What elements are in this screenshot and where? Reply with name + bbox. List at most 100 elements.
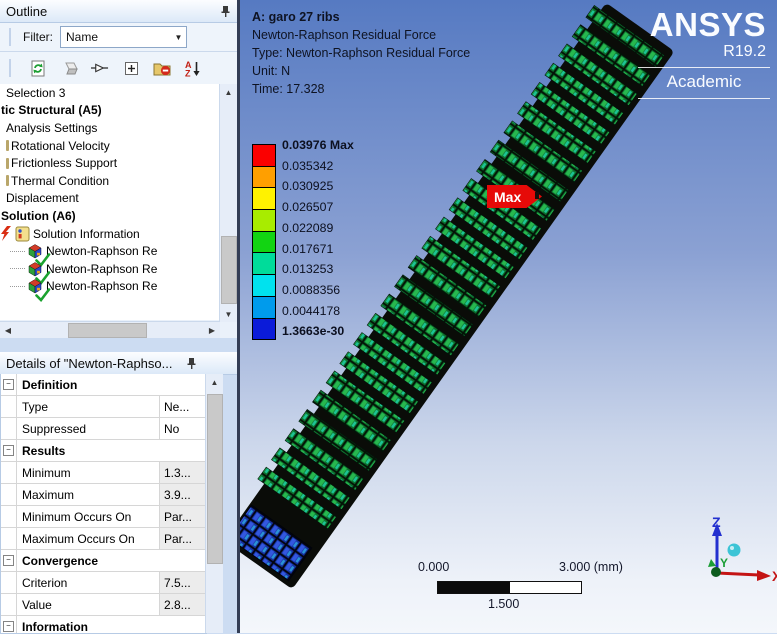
details-group-label: Results [17,440,206,461]
filter-value: Name [66,30,99,44]
legend-band [252,295,276,319]
details-property-value: 7.5... [160,572,206,593]
details-property-value: Par... [160,528,206,549]
details-gutter: − [1,440,17,461]
chevron-down-icon[interactable]: ▼ [174,32,183,42]
graphics-viewport[interactable]: 0.03976 Max 0.035342 0.030925 0.026507 0.022… [237,0,777,633]
collapse-icon[interactable]: − [3,445,14,456]
svg-text:Z: Z [185,68,191,77]
legend-band [252,230,276,254]
scrollbar-thumb[interactable] [207,394,223,564]
details-group-row: − Convergence [1,550,206,572]
details-property-row: Maximum 3.9... [1,484,206,506]
filter-combobox[interactable]: Name ▼ [60,26,187,48]
collapse-icon[interactable]: − [3,621,14,632]
result-unit: Unit: N [252,64,291,78]
scroll-right-icon[interactable]: ▶ [204,322,220,338]
details-property-name: Minimum [17,462,160,483]
tree-item[interactable]: Thermal Condition [0,172,220,190]
details-property-value[interactable]: No [160,418,206,439]
result-name: Newton-Raphson Residual Force [252,28,437,42]
legend-band [252,187,276,211]
legend-value-label: 0.017671 [282,241,334,256]
details-property-name: Type [17,396,160,417]
tree-item[interactable]: Newton-Raphson Re [0,278,220,303]
tree-item[interactable]: Displacement [0,190,220,208]
details-property-value[interactable]: Ne... [160,396,206,417]
pin-icon[interactable] [186,357,197,369]
tree-item[interactable]: Newton-Raphson Re [0,242,220,268]
details-gutter [1,396,17,417]
details-table: − Definition Type Ne... Suppressed No − Results… [0,374,207,634]
details-property-name: Maximum Occurs On [17,528,160,549]
legend-value-label: 0.03976 Max [282,138,354,152]
legend-band [252,144,276,167]
details-group-row: − Definition [1,374,206,396]
filter-label: Filter: [23,30,53,44]
details-property-row: Minimum 1.3... [1,462,206,484]
tree-item[interactable]: Rotational Velocity [0,137,220,155]
coordinate-triad[interactable]: Z X Y [687,515,777,597]
scrollbar-thumb[interactable] [221,236,237,304]
tree-item[interactable]: Selection 3 [0,84,220,102]
tree-item[interactable]: Newton-Raphson Re [0,260,220,285]
tree-item[interactable]: tic Structural (A5) [0,102,220,120]
refresh-tree-icon[interactable] [29,59,47,77]
tree-item-label: Displacement [6,191,79,206]
outline-tree: Selection 3 tic Structural (A5) Analysis S… [0,84,221,320]
result-annotation: A: garo 27 ribs Newton-Raphson Residual … [252,8,470,98]
tree-item[interactable]: Frictionless Support [0,154,220,172]
legend-value-label: 1.3663e-30 [282,324,345,339]
max-probe-anchor [535,192,539,199]
tree-branch-line [10,268,25,270]
scroll-up-icon[interactable]: ▲ [206,374,223,390]
details-group-row: − Results [1,440,206,462]
tree-vertical-scrollbar[interactable]: ▲ ▼ [219,84,237,322]
legend-band [252,317,276,341]
details-property-name: Criterion [17,572,160,593]
lightning-icon [1,225,12,242]
tree-item-label: Newton-Raphson Re [46,279,158,294]
scroll-up-icon[interactable]: ▲ [220,84,237,100]
outline-title: Outline [6,3,48,19]
suppress-folder-icon[interactable] [153,59,171,77]
probe-icon[interactable] [91,59,109,77]
scale-bar-black-half [438,582,510,593]
tree-item-label: Analysis Settings [6,120,98,135]
details-gutter: − [1,374,17,395]
tree-horizontal-scrollbar[interactable]: ◀ ▶ [0,321,220,338]
ansys-release-text: R19.2 [723,43,766,60]
result-time: Time: 17.328 [252,82,325,96]
legend-value-label: 0.0044178 [282,303,341,318]
scroll-left-icon[interactable]: ◀ [0,322,16,338]
result-cube-icon [26,243,51,268]
scrollbar-thumb[interactable] [68,323,147,338]
iso-sphere[interactable] [727,543,741,557]
details-title: Details of "Newton-Raphso... [6,355,173,371]
tree-item-label: Rotational Velocity [11,138,110,153]
tree-item[interactable]: Solution (A6) [0,207,220,225]
legend-band [252,209,276,232]
ansys-edition-text: Academic [666,72,742,91]
scroll-down-icon[interactable]: ▼ [220,306,237,322]
y-axis-arrow [708,559,716,567]
legend-value-label: 0.026507 [282,200,334,215]
tree-item-label: Solution (A6) [1,208,76,223]
details-property-name: Maximum [17,484,160,505]
tree-item[interactable]: Analysis Settings [0,119,220,137]
collapse-icon[interactable]: − [3,379,14,390]
tree-item[interactable]: Solution Information [0,225,220,243]
pin-icon[interactable] [220,5,231,17]
expand-all-icon[interactable] [122,59,140,77]
details-gutter [1,462,17,483]
y-axis-dot [711,567,721,577]
collapse-icon[interactable]: − [3,555,14,566]
worksheet-icon[interactable] [60,59,78,77]
tree-item-label: Thermal Condition [11,173,110,188]
details-property-row: Criterion 7.5... [1,572,206,594]
scale-bar [437,581,582,594]
details-property-row: Minimum Occurs On Par... [1,506,206,528]
details-vertical-scrollbar[interactable]: ▲ [205,374,223,633]
